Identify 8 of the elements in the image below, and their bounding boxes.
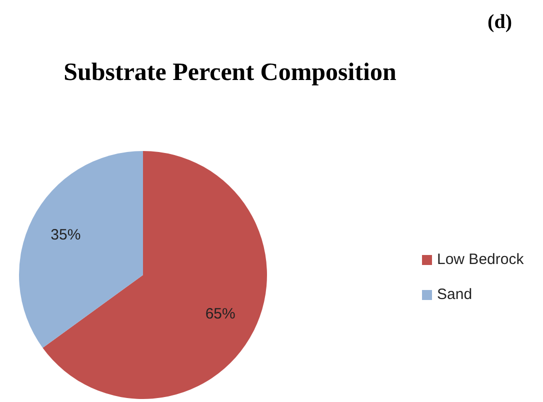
pie-slice xyxy=(19,151,143,348)
data-label: 35% xyxy=(50,226,81,244)
legend-label: Low Bedrock xyxy=(437,250,524,268)
data-label: 65% xyxy=(205,305,236,322)
chart-title: Substrate Percent Composition xyxy=(64,59,397,86)
text: (d) xyxy=(488,11,512,33)
legend-label: Sand xyxy=(437,286,472,303)
pie-slice xyxy=(42,151,267,399)
